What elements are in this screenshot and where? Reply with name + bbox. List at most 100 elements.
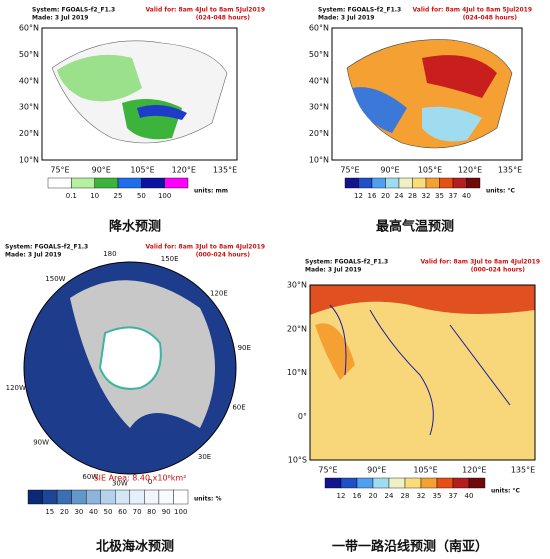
colorbar-box [452, 177, 467, 189]
temp-warm [315, 323, 355, 380]
colorbar-box [452, 477, 470, 489]
hours-label: (000-024 hours) [471, 267, 526, 274]
caption: 最高气温预测 [376, 219, 454, 235]
colorbar-label: 28 [408, 192, 417, 200]
colorbar-label: 50 [137, 192, 146, 200]
caption: 北极海冰预测 [96, 539, 174, 555]
lat-label: 30°N [19, 103, 39, 112]
lat-label: 20°N [19, 129, 39, 138]
colorbar-box [27, 489, 43, 505]
lon-label: 90°E [380, 166, 399, 175]
colorbar-box [344, 177, 359, 189]
colorbar-label: 10 [90, 192, 99, 200]
colorbar-label: 100 [174, 508, 187, 516]
colorbar-label: 35 [433, 492, 442, 500]
colorbar-label: 25 [114, 192, 123, 200]
made-label: Made: 3 Jul 2019 [305, 267, 361, 274]
lat-label: 50°N [309, 50, 329, 59]
colorbar-label: 28 [401, 492, 410, 500]
system-label: System: FGOALS-f2_F1.3 [32, 7, 115, 14]
valid-label: Valid for: 8am 3Jul to 8am 4Jul2019 [420, 259, 540, 266]
lat-label: 60°N [309, 24, 329, 33]
colorbar-box [468, 477, 486, 489]
colorbar-box [115, 489, 131, 505]
lat-label: 20°N [309, 129, 329, 138]
polar-label: 120E [210, 289, 228, 297]
lat-label: 40°N [309, 76, 329, 85]
lon-label: 105°E [413, 466, 437, 475]
colorbar-box [129, 489, 145, 505]
colorbar-label: 20 [60, 508, 69, 516]
colorbar-label: 40 [89, 508, 98, 516]
colorbar-label: 50 [104, 508, 113, 516]
colorbar-label: 32 [422, 192, 431, 200]
system-label: System: FGOALS-f2_F1.3 [5, 244, 88, 251]
lat-label: 10°N [287, 368, 307, 377]
colorbar-box [94, 177, 119, 189]
lon-label: 120°E [462, 466, 486, 475]
temp-cool [352, 87, 407, 133]
lon-label: 90°E [92, 166, 111, 175]
colorbar-box [425, 177, 440, 189]
hours-label: (024-048 hours) [196, 15, 251, 22]
colorbar-box [42, 489, 58, 505]
lat-label: 20°N [287, 324, 307, 333]
map [309, 284, 536, 461]
units-label: units: mm [194, 188, 228, 195]
colorbar-label: 70 [133, 508, 142, 516]
colorbar-box [164, 177, 189, 189]
valid-label: Valid for: 8am 4Jul to 8am 5Jul2019 [412, 7, 532, 14]
sie-label: SIE Area: 8.40 x10⁶km² [94, 474, 187, 483]
map-border [309, 284, 536, 461]
valid-label: Valid for: 8am 3Jul to 8am 4Jul2019 [145, 244, 265, 251]
polar-label: 60E [232, 404, 245, 412]
lon-label: 120°E [172, 166, 196, 175]
colorbar-box [173, 489, 189, 505]
lat-label: 30°N [287, 281, 307, 290]
colorbar-box [358, 177, 373, 189]
colorbar-label: 30 [74, 508, 83, 516]
system-label: System: FGOALS-f2_F1.3 [318, 7, 401, 14]
colorbar-label: 60 [118, 508, 127, 516]
colorbar-box [404, 477, 422, 489]
colorbar-box [100, 489, 116, 505]
made-label: Made: 3 Jul 2019 [318, 15, 374, 22]
hours-label: (024-048 hours) [463, 15, 518, 22]
colorbar-box [56, 489, 72, 505]
polar-label: 60W [82, 473, 98, 481]
polar-frame [23, 261, 237, 475]
colorbar-box [371, 177, 386, 189]
colorbar-label: 20 [369, 492, 378, 500]
lon-label: 135°E [498, 166, 522, 175]
colorbar-box [85, 489, 101, 505]
colorbar-box [340, 477, 358, 489]
caption: 降水预测 [109, 219, 161, 235]
lon-label: 75°E [50, 166, 69, 175]
colorbar-label: 37 [449, 492, 458, 500]
colorbar-label: 40 [462, 192, 471, 200]
colorbar-label: 16 [353, 492, 362, 500]
map-border [331, 27, 523, 161]
polar-label: 30W [112, 480, 128, 488]
colorbar-label: 32 [417, 492, 426, 500]
made-label: Made: 3 Jul 2019 [5, 252, 61, 259]
colorbar-label: 100 [158, 192, 171, 200]
lat-label: 10°N [19, 156, 39, 165]
colorbar-box [141, 177, 165, 189]
colorbar-label: 15 [45, 508, 54, 516]
coast [329, 304, 511, 436]
colorbar-label: 80 [147, 508, 156, 516]
colorbar-box [47, 177, 72, 189]
units-label: units: °C [491, 488, 521, 495]
colorbar-box [158, 489, 174, 505]
units-label: units: % [194, 496, 222, 503]
colorbar-label: 40 [465, 492, 474, 500]
rain-light [57, 54, 142, 102]
polar-label: 120W [6, 384, 26, 392]
caption: 一带一路沿线预测（南亚） [332, 539, 488, 555]
colorbar-box [385, 177, 400, 189]
hours-label: (000-024 hours) [196, 252, 251, 259]
map-border [41, 27, 238, 161]
lat-label: 50°N [19, 50, 39, 59]
polar-label: 0 [148, 478, 152, 486]
